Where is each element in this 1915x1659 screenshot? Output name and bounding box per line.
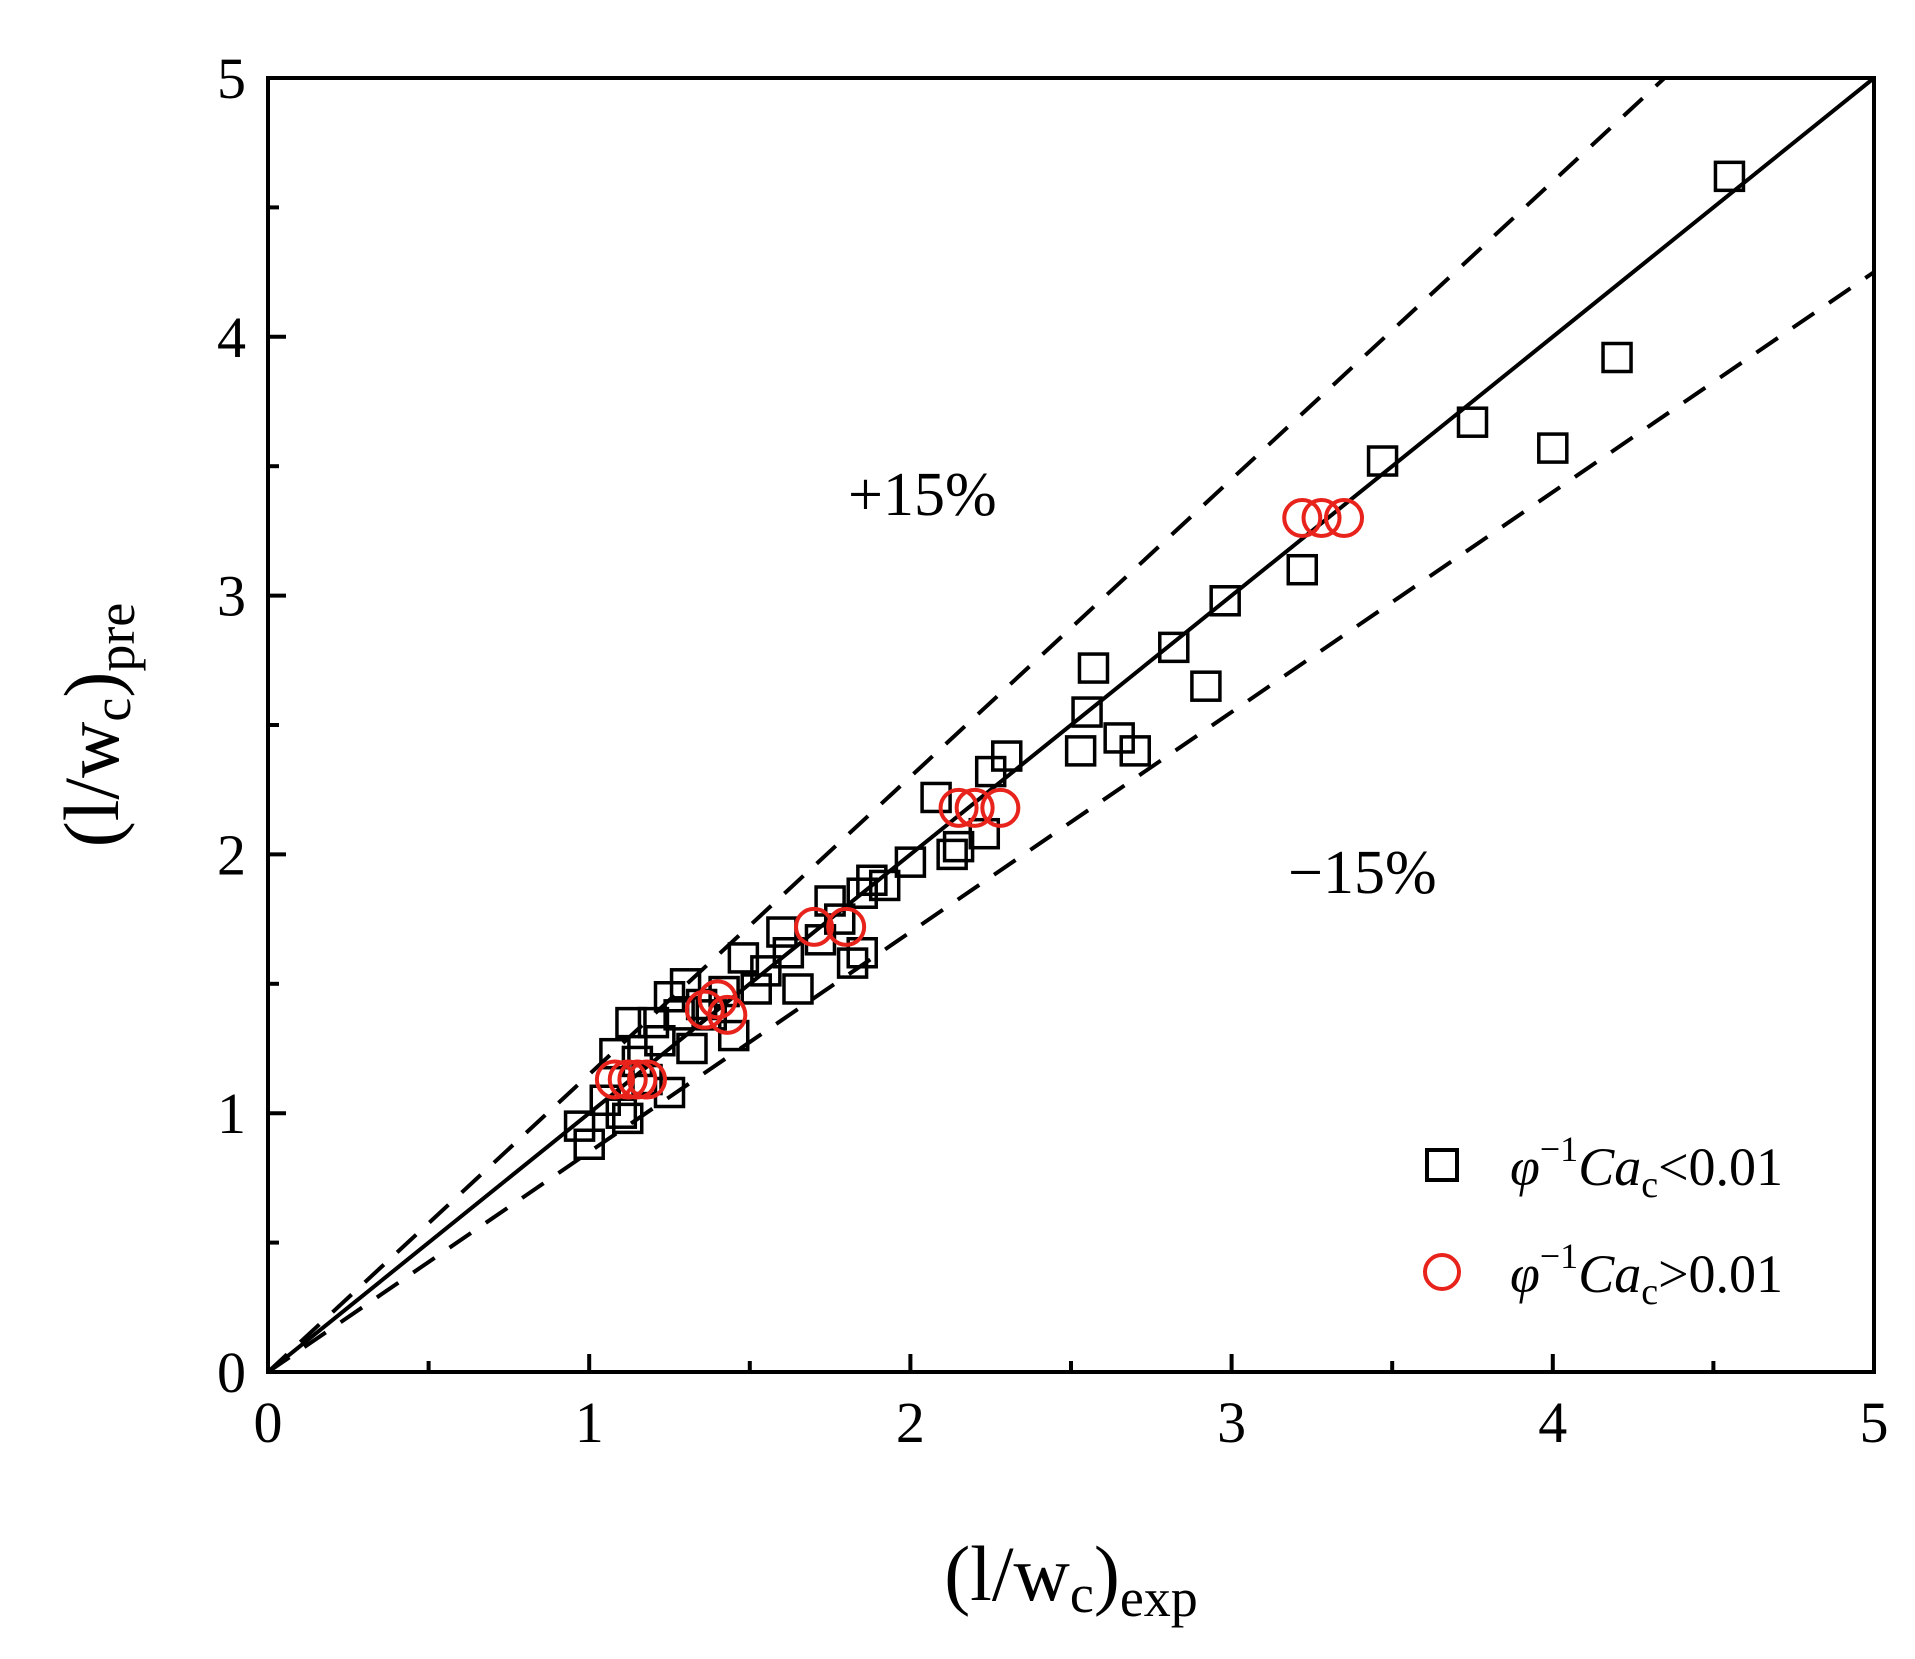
data-point-circle [980,787,1021,828]
x-tick-label: 3 [1217,1390,1246,1455]
y-tick-label: 2 [217,822,246,887]
legend-label-circle: φ−1Cac>0.01 [1510,1236,1783,1313]
data-points [563,160,1746,1161]
data-point-square [936,838,968,871]
data-point-circle [794,906,835,947]
data-point-circle [1282,497,1323,538]
data-point-square [766,916,798,948]
data-point-square [676,1032,708,1065]
data-point-circle [954,787,995,828]
data-point-square [750,955,782,987]
data-point-square [942,830,975,863]
data-point-square [644,1024,676,1057]
data-point-square [1537,432,1569,464]
data-point-square [615,1006,647,1039]
data-point-square [573,1128,605,1161]
data-point-square [663,999,695,1031]
x-tick-label: 0 [254,1390,283,1455]
data-point-square [1456,406,1489,438]
plus-15-annotation: +15% [848,461,997,529]
data-point-square [823,903,856,935]
data-point-circle [938,787,979,828]
legend-label-square: φ−1Cac<0.01 [1510,1129,1783,1206]
data-point-square [637,1006,670,1039]
legend-marker-circle [1423,1253,1461,1291]
minus-15-annotation: −15% [1288,839,1437,907]
data-point-square [782,973,814,1005]
data-point-square [1601,341,1633,374]
data-point-square [563,1110,596,1142]
y-tick-label: 0 [217,1340,246,1405]
data-point-square [653,1076,686,1109]
y-tick-label: 3 [217,564,246,629]
y-tick-label: 1 [217,1081,246,1146]
data-point-square [868,869,901,902]
data-point-square [740,973,772,1005]
data-point-circle [627,1059,668,1100]
data-point-square [1190,670,1222,702]
data-point-square [894,846,927,878]
ref-line-parity [268,78,1874,1372]
data-point-circle [707,994,748,1035]
data-point-square [1064,735,1097,767]
data-point-circle [1324,497,1365,538]
x-tick-label: 1 [575,1390,604,1455]
data-point-square [1158,631,1190,664]
x-axis-title: (l/wc)exp [944,1530,1198,1628]
data-point-circle [617,1059,658,1100]
data-point-circle [607,1059,648,1100]
data-point-square [1713,160,1746,193]
data-point-circle [826,906,867,947]
x-tick-label: 4 [1538,1390,1567,1455]
legend: φ−1Cac<0.01 φ−1Cac>0.01 [1423,1129,1783,1313]
y-tick-label: 5 [217,46,246,111]
data-point-square [669,968,702,1000]
x-tick-label: 2 [896,1390,925,1455]
data-point-square [717,1019,750,1052]
ref-line-plus15pct [268,78,1668,1372]
x-tick-label: 5 [1860,1390,1889,1455]
data-point-square [1119,735,1151,767]
data-point-square [836,947,869,979]
data-point-square [1286,553,1319,586]
legend-marker-square [1425,1148,1459,1182]
ref-line-minus15pct [268,270,1874,1372]
data-point-square [1366,445,1399,477]
data-point-square [611,1102,644,1135]
y-tick-label: 4 [217,305,246,370]
data-point-square [1209,585,1241,617]
data-point-square [1071,696,1103,728]
y-axis-title: (l/wc)pre [48,603,146,848]
data-point-circle [1301,497,1342,538]
data-point-square [1077,652,1110,684]
data-point-square [605,1097,638,1129]
data-point-square [991,740,1023,772]
data-point-circle [594,1059,635,1100]
data-point-square [920,781,952,814]
data-point-circle [684,989,725,1030]
data-point-square [772,936,805,969]
axis-ticks: 0 1 2 3 4 5 0 1 2 3 4 5 [217,46,1889,1455]
reference-lines [268,78,1874,1372]
